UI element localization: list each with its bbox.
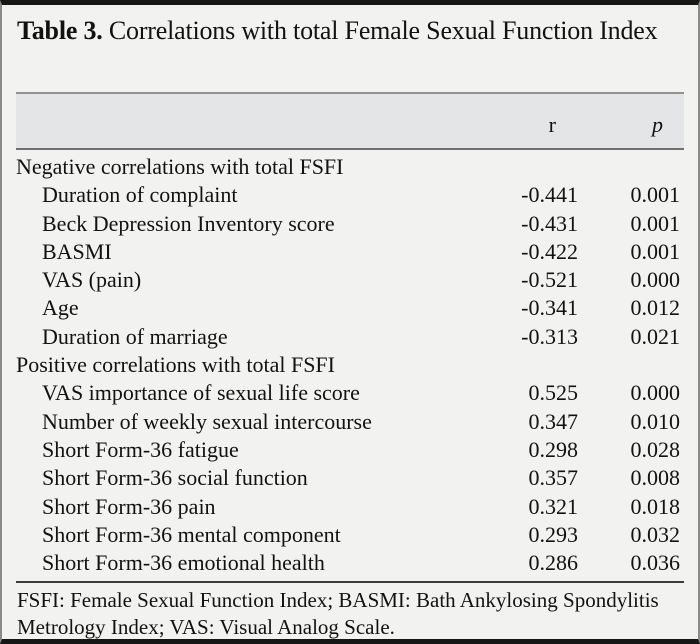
p-value: 0.008 xyxy=(630,465,681,491)
p-value xyxy=(582,149,684,181)
p-value: 0.001 xyxy=(630,238,681,264)
table-row: Short Form-36 mental component 0.293 0.032 xyxy=(16,521,684,549)
row-label: Short Form-36 mental component xyxy=(42,521,341,547)
r-value: -0.341 xyxy=(521,295,578,321)
p-value: 0.021 xyxy=(630,323,681,349)
section-row: Negative correlations with total FSFI xyxy=(16,149,684,181)
p-value: 0.000 xyxy=(630,380,681,406)
row-label: BASMI xyxy=(42,238,112,264)
r-value: 0.298 xyxy=(528,436,579,462)
column-header-r: r xyxy=(492,92,582,150)
p-value: 0.028 xyxy=(630,436,681,462)
p-value: 0.032 xyxy=(630,521,681,547)
r-value: 0.286 xyxy=(528,550,579,576)
row-label: Negative correlations with total FSFI xyxy=(16,154,344,179)
column-header-p: p xyxy=(582,92,684,150)
r-value: 0.347 xyxy=(528,408,579,434)
header-row: r p xyxy=(16,92,684,150)
table-row: Duration of marriage -0.313 0.021 xyxy=(16,323,684,351)
row-label: Age xyxy=(42,295,79,321)
p-value: 0.012 xyxy=(630,295,681,321)
table-row: Short Form-36 emotional health 0.286 0.036 xyxy=(16,549,684,577)
p-value xyxy=(582,351,684,379)
table-row: Short Form-36 fatigue 0.298 0.028 xyxy=(16,436,684,464)
r-value: 0.525 xyxy=(528,380,579,406)
table-number-label: Table 3. xyxy=(17,16,103,45)
row-label: Short Form-36 emotional health xyxy=(42,550,325,576)
row-label: Short Form-36 pain xyxy=(42,493,216,519)
table-title: Table 3. Correlations with total Female … xyxy=(2,5,698,92)
table-row: Beck Depression Inventory score -0.431 0.0… xyxy=(16,210,684,238)
table-row: Duration of complaint -0.441 0.001 xyxy=(16,181,684,209)
row-label: Beck Depression Inventory score xyxy=(42,210,335,236)
table-row: VAS importance of sexual life score 0.525… xyxy=(16,379,684,407)
row-label: Number of weekly sexual intercourse xyxy=(42,408,372,434)
p-value: 0.010 xyxy=(630,408,681,434)
p-value: 0.036 xyxy=(630,550,681,576)
correlation-table: r p Negative correlations with total FSF… xyxy=(16,92,684,577)
row-label: Short Form-36 social function xyxy=(42,465,308,491)
table-row: VAS (pain) -0.521 0.000 xyxy=(16,266,684,294)
row-label: Positive correlations with total FSFI xyxy=(16,352,335,378)
row-label: VAS (pain) xyxy=(42,267,142,293)
r-value: -0.521 xyxy=(521,267,578,293)
r-value: 0.357 xyxy=(528,465,579,491)
table-row: Short Form-36 pain 0.321 0.018 xyxy=(16,493,684,521)
row-label: Duration of marriage xyxy=(42,323,228,349)
table-row: Age -0.341 0.012 xyxy=(16,294,684,322)
row-label: VAS importance of sexual life score xyxy=(42,380,360,406)
table-footnote: FSFI: Female Sexual Function Index; BASM… xyxy=(17,588,659,640)
table-header-band: r p xyxy=(16,92,684,150)
section-row: Positive correlations with total FSFI xyxy=(16,351,684,379)
row-label: Duration of complaint xyxy=(42,182,238,208)
p-value: 0.001 xyxy=(630,210,681,236)
footnote-divider xyxy=(16,581,684,584)
r-value: -0.441 xyxy=(521,182,578,208)
r-value: -0.313 xyxy=(521,323,578,349)
p-value: 0.000 xyxy=(630,267,681,293)
table-row: Short Form-36 social function 0.357 0.008 xyxy=(16,464,684,492)
p-value: 0.018 xyxy=(630,493,681,519)
p-value: 0.001 xyxy=(630,182,681,208)
r-value: -0.431 xyxy=(521,210,578,236)
table-body: Negative correlations with total FSFI Dur… xyxy=(16,149,684,577)
r-value xyxy=(492,149,582,181)
row-label: Short Form-36 fatigue xyxy=(42,436,239,462)
table-title-text: Correlations with total Female Sexual Fu… xyxy=(102,16,658,45)
table-row: BASMI -0.422 0.001 xyxy=(16,238,684,266)
table-row: Number of weekly sexual intercourse 0.347… xyxy=(16,408,684,436)
r-value xyxy=(492,351,582,379)
header-empty-cell xyxy=(16,92,492,150)
r-value: 0.293 xyxy=(528,521,579,547)
r-value: 0.321 xyxy=(528,493,579,519)
r-value: -0.422 xyxy=(521,238,578,264)
